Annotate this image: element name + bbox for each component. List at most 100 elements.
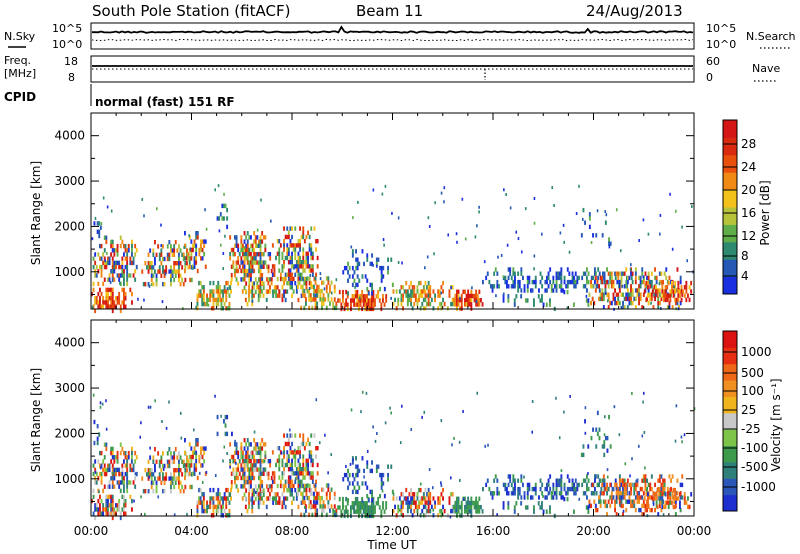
range-cell xyxy=(480,505,482,510)
range-cell xyxy=(380,472,383,478)
range-cell xyxy=(338,505,341,510)
range-cell xyxy=(345,472,348,478)
range-cell xyxy=(374,505,376,510)
range-cell xyxy=(297,268,300,273)
range-cell xyxy=(229,235,232,240)
range-cell xyxy=(449,515,452,519)
range-cell xyxy=(395,496,398,501)
range-cell xyxy=(121,239,124,245)
range-cell xyxy=(533,486,536,492)
range-cell xyxy=(107,296,109,301)
range-cell xyxy=(617,486,620,492)
range-cell xyxy=(677,280,680,286)
range-cell xyxy=(124,243,127,249)
range-cell xyxy=(443,200,445,204)
range-cell xyxy=(309,491,312,497)
range-cell xyxy=(622,486,624,492)
range-cell xyxy=(303,305,306,311)
range-cell xyxy=(217,301,220,307)
range-cell xyxy=(134,269,137,274)
range-cell xyxy=(253,459,256,464)
range-cell xyxy=(442,487,444,493)
range-cell xyxy=(243,231,246,236)
range-cell xyxy=(237,268,240,274)
range-cell xyxy=(166,244,169,249)
range-cell xyxy=(322,508,325,513)
range-cell xyxy=(121,300,124,305)
range-cell xyxy=(218,289,221,294)
range-cell xyxy=(609,271,612,276)
range-cell xyxy=(607,486,610,492)
range-cell xyxy=(259,442,262,447)
range-cell xyxy=(265,496,268,501)
range-cell xyxy=(353,477,356,482)
range-cell xyxy=(379,286,381,292)
range-cell xyxy=(305,234,308,240)
range-cell xyxy=(251,500,254,505)
range-cell xyxy=(586,482,588,488)
range-cell xyxy=(669,192,671,196)
range-cell xyxy=(440,301,443,307)
range-cell xyxy=(370,294,373,299)
range-cell xyxy=(121,260,124,266)
range-cell xyxy=(111,256,114,261)
range-cell xyxy=(250,252,252,257)
range-cell xyxy=(127,248,130,253)
range-cell xyxy=(95,503,98,508)
range-cell xyxy=(203,459,206,464)
range-cell xyxy=(672,293,675,298)
range-cell xyxy=(116,467,119,473)
range-cell xyxy=(350,302,352,307)
range-cell xyxy=(111,446,114,452)
range-cell xyxy=(563,496,566,502)
range-cell xyxy=(248,260,251,265)
range-cell xyxy=(116,252,119,257)
range-cell xyxy=(230,264,233,269)
range-cell xyxy=(303,495,306,501)
range-cell xyxy=(491,288,494,293)
range-cell xyxy=(382,472,385,478)
range-cell xyxy=(639,486,642,492)
range-cell xyxy=(478,205,480,209)
range-cell xyxy=(303,268,306,273)
range-cell xyxy=(176,261,179,266)
range-cell xyxy=(92,393,95,397)
colorbar-tick-label: -25 xyxy=(741,422,761,436)
range-cell xyxy=(631,288,634,293)
range-cell xyxy=(201,504,204,510)
range-cell xyxy=(547,491,550,496)
range-cell xyxy=(617,275,620,281)
range-cell xyxy=(382,501,384,506)
range-cell xyxy=(419,482,422,486)
range-cell xyxy=(163,282,166,287)
range-cell xyxy=(468,298,471,303)
range-cell xyxy=(150,480,153,485)
range-cell xyxy=(273,268,276,273)
range-cell xyxy=(659,492,662,497)
range-cell xyxy=(507,505,510,510)
range-cell xyxy=(287,230,290,235)
range-cell xyxy=(116,243,119,249)
range-cell xyxy=(298,280,301,285)
range-cell xyxy=(649,486,652,492)
range-cell xyxy=(246,256,249,261)
range-cell xyxy=(226,513,229,518)
range-cell xyxy=(218,500,221,505)
range-cell xyxy=(254,256,257,261)
range-cell xyxy=(235,239,238,244)
range-cell xyxy=(333,284,336,290)
range-cell xyxy=(242,264,244,269)
range-cell xyxy=(596,279,599,285)
range-cell xyxy=(327,504,330,509)
range-cell xyxy=(92,488,95,494)
range-cell xyxy=(243,264,246,269)
range-cell xyxy=(586,474,588,479)
range-cell xyxy=(563,275,566,281)
range-cell xyxy=(385,294,388,299)
range-cell xyxy=(661,500,664,505)
range-cell xyxy=(158,265,161,270)
range-cell xyxy=(123,511,125,516)
range-cell xyxy=(601,296,604,302)
range-cell xyxy=(618,433,621,437)
